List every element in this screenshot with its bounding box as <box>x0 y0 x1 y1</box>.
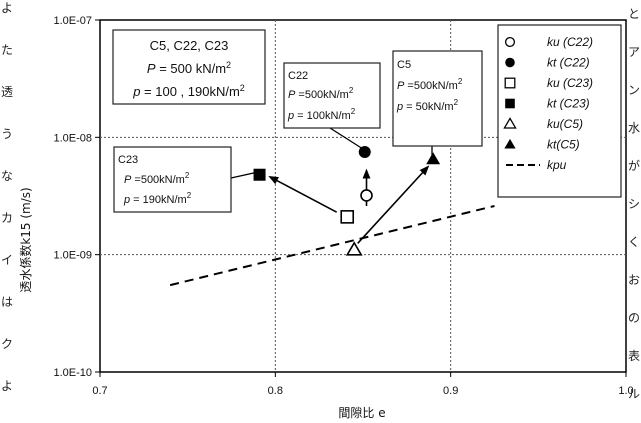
side-char-left: た <box>1 43 13 57</box>
y-tick-label: 1.0E-09 <box>53 250 92 262</box>
side-char-left: カ <box>1 211 13 225</box>
side-char-left: は <box>1 295 13 309</box>
data-point-kt-c5 <box>426 152 441 165</box>
legend-symbol <box>503 117 517 129</box>
data-point-ku-c23 <box>340 210 355 224</box>
side-char-right: く <box>628 235 640 249</box>
condition-box-c5: C5 P =500kN/m2 p = 50kN/m2 <box>392 50 483 147</box>
arrow <box>357 165 430 244</box>
legend-label: ku (C22) <box>547 35 593 49</box>
legend-marker <box>504 77 516 89</box>
legend-label: kt(C5) <box>547 138 580 152</box>
leader-c22 <box>329 127 364 150</box>
legend-label: kpu <box>547 158 567 172</box>
data-point-ku-c5 <box>345 241 363 256</box>
c22-box-line3: p = 100kN/m2 <box>287 107 356 122</box>
legend-symbol <box>504 36 516 48</box>
c5-box-line3: p = 50kN/m2 <box>396 98 459 113</box>
data-markers <box>253 145 441 256</box>
main-box-line3: p = 100 , 190kN/m2 <box>132 83 245 99</box>
legend-marker <box>504 36 516 48</box>
legend-marker <box>504 138 516 149</box>
side-char-left: ク <box>1 337 13 351</box>
legend-marker <box>503 117 517 129</box>
x-tick-label: 0.8 <box>268 385 283 397</box>
side-char-right: ル <box>628 387 640 401</box>
side-char-right: お <box>628 273 640 287</box>
side-char-left: 透 <box>1 85 13 99</box>
data-point-ku-c22 <box>360 189 373 202</box>
main-box-line1: C5, C22, C23 <box>150 38 229 53</box>
c5-box-line2: P =500kN/m2 <box>397 77 463 92</box>
legend-symbol <box>505 98 515 109</box>
side-char-right: ア <box>628 45 640 59</box>
side-char-right: シ <box>628 197 640 211</box>
leader-c23 <box>230 171 259 179</box>
x-tick-label: 1.0 <box>618 385 633 397</box>
legend-symbol <box>504 138 516 149</box>
y-axis-ticks: 1.0E-10 1.0E-09 1.0E-08 1.0E-07 <box>53 15 100 379</box>
condition-box-c22: C22 P =500kN/m2 p = 100kN/m2 <box>283 62 381 129</box>
y-axis-label: 透水係数k15 (m/s) <box>18 187 33 292</box>
x-axis-ticks: 0.7 0.8 0.9 1.0 <box>92 372 634 397</box>
legend-label: kt (C22) <box>547 56 590 70</box>
side-char-right: 水 <box>628 121 640 135</box>
side-char-left: な <box>1 169 13 183</box>
condition-box-c23: C23 P =500kN/m2 p = 190kN/m2 <box>113 146 232 213</box>
data-point-kt-c22 <box>358 145 371 158</box>
legend-label: ku(C5) <box>547 117 583 131</box>
arrow <box>268 175 338 213</box>
side-char-right: 表 <box>628 349 640 363</box>
data-point-kt-c23 <box>253 168 266 181</box>
side-char-right: と <box>628 7 640 21</box>
c23-box-line3: p = 190kN/m2 <box>123 191 192 206</box>
side-char-left: よ <box>1 1 13 15</box>
gridlines <box>100 20 626 372</box>
c23-box-title: C23 <box>118 154 138 166</box>
legend-marker <box>505 98 515 109</box>
condition-box-main: C5, C22, C23 P = 500 kN/m2 p = 100 , 190… <box>112 29 266 105</box>
main-box-line2: P = 500 kN/m2 <box>147 60 231 76</box>
c23-box-line2: P =500kN/m2 <box>124 171 190 186</box>
c22-box-title: C22 <box>288 70 308 82</box>
y-tick-label: 1.0E-10 <box>53 367 92 379</box>
y-tick-label: 1.0E-08 <box>53 132 92 144</box>
c5-box-title: C5 <box>397 59 411 71</box>
side-char-right: が <box>628 158 640 173</box>
legend-symbol <box>504 77 516 89</box>
legend: ku (C22) kt (C22) ku (C23) kt (C23) ku(C5) kt… <box>497 24 622 198</box>
x-axis-label: 間隙比 e <box>338 406 385 420</box>
legend-symbol <box>505 57 515 68</box>
side-char-left: イ <box>1 253 13 267</box>
x-tick-label: 0.9 <box>443 385 458 397</box>
y-tick-label: 1.0E-07 <box>53 15 92 27</box>
legend-label: ku (C23) <box>547 76 593 90</box>
series-kpu-line <box>169 205 495 287</box>
c22-box-line2: P =500kN/m2 <box>288 86 354 101</box>
legend-marker <box>505 57 515 68</box>
side-char-right: ン <box>628 83 640 97</box>
side-char-left: よ <box>1 379 13 393</box>
legend-label: kt (C23) <box>547 97 590 111</box>
side-char-right: の <box>628 311 640 325</box>
x-tick-label: 0.7 <box>92 385 107 397</box>
side-char-left: う <box>1 127 13 141</box>
